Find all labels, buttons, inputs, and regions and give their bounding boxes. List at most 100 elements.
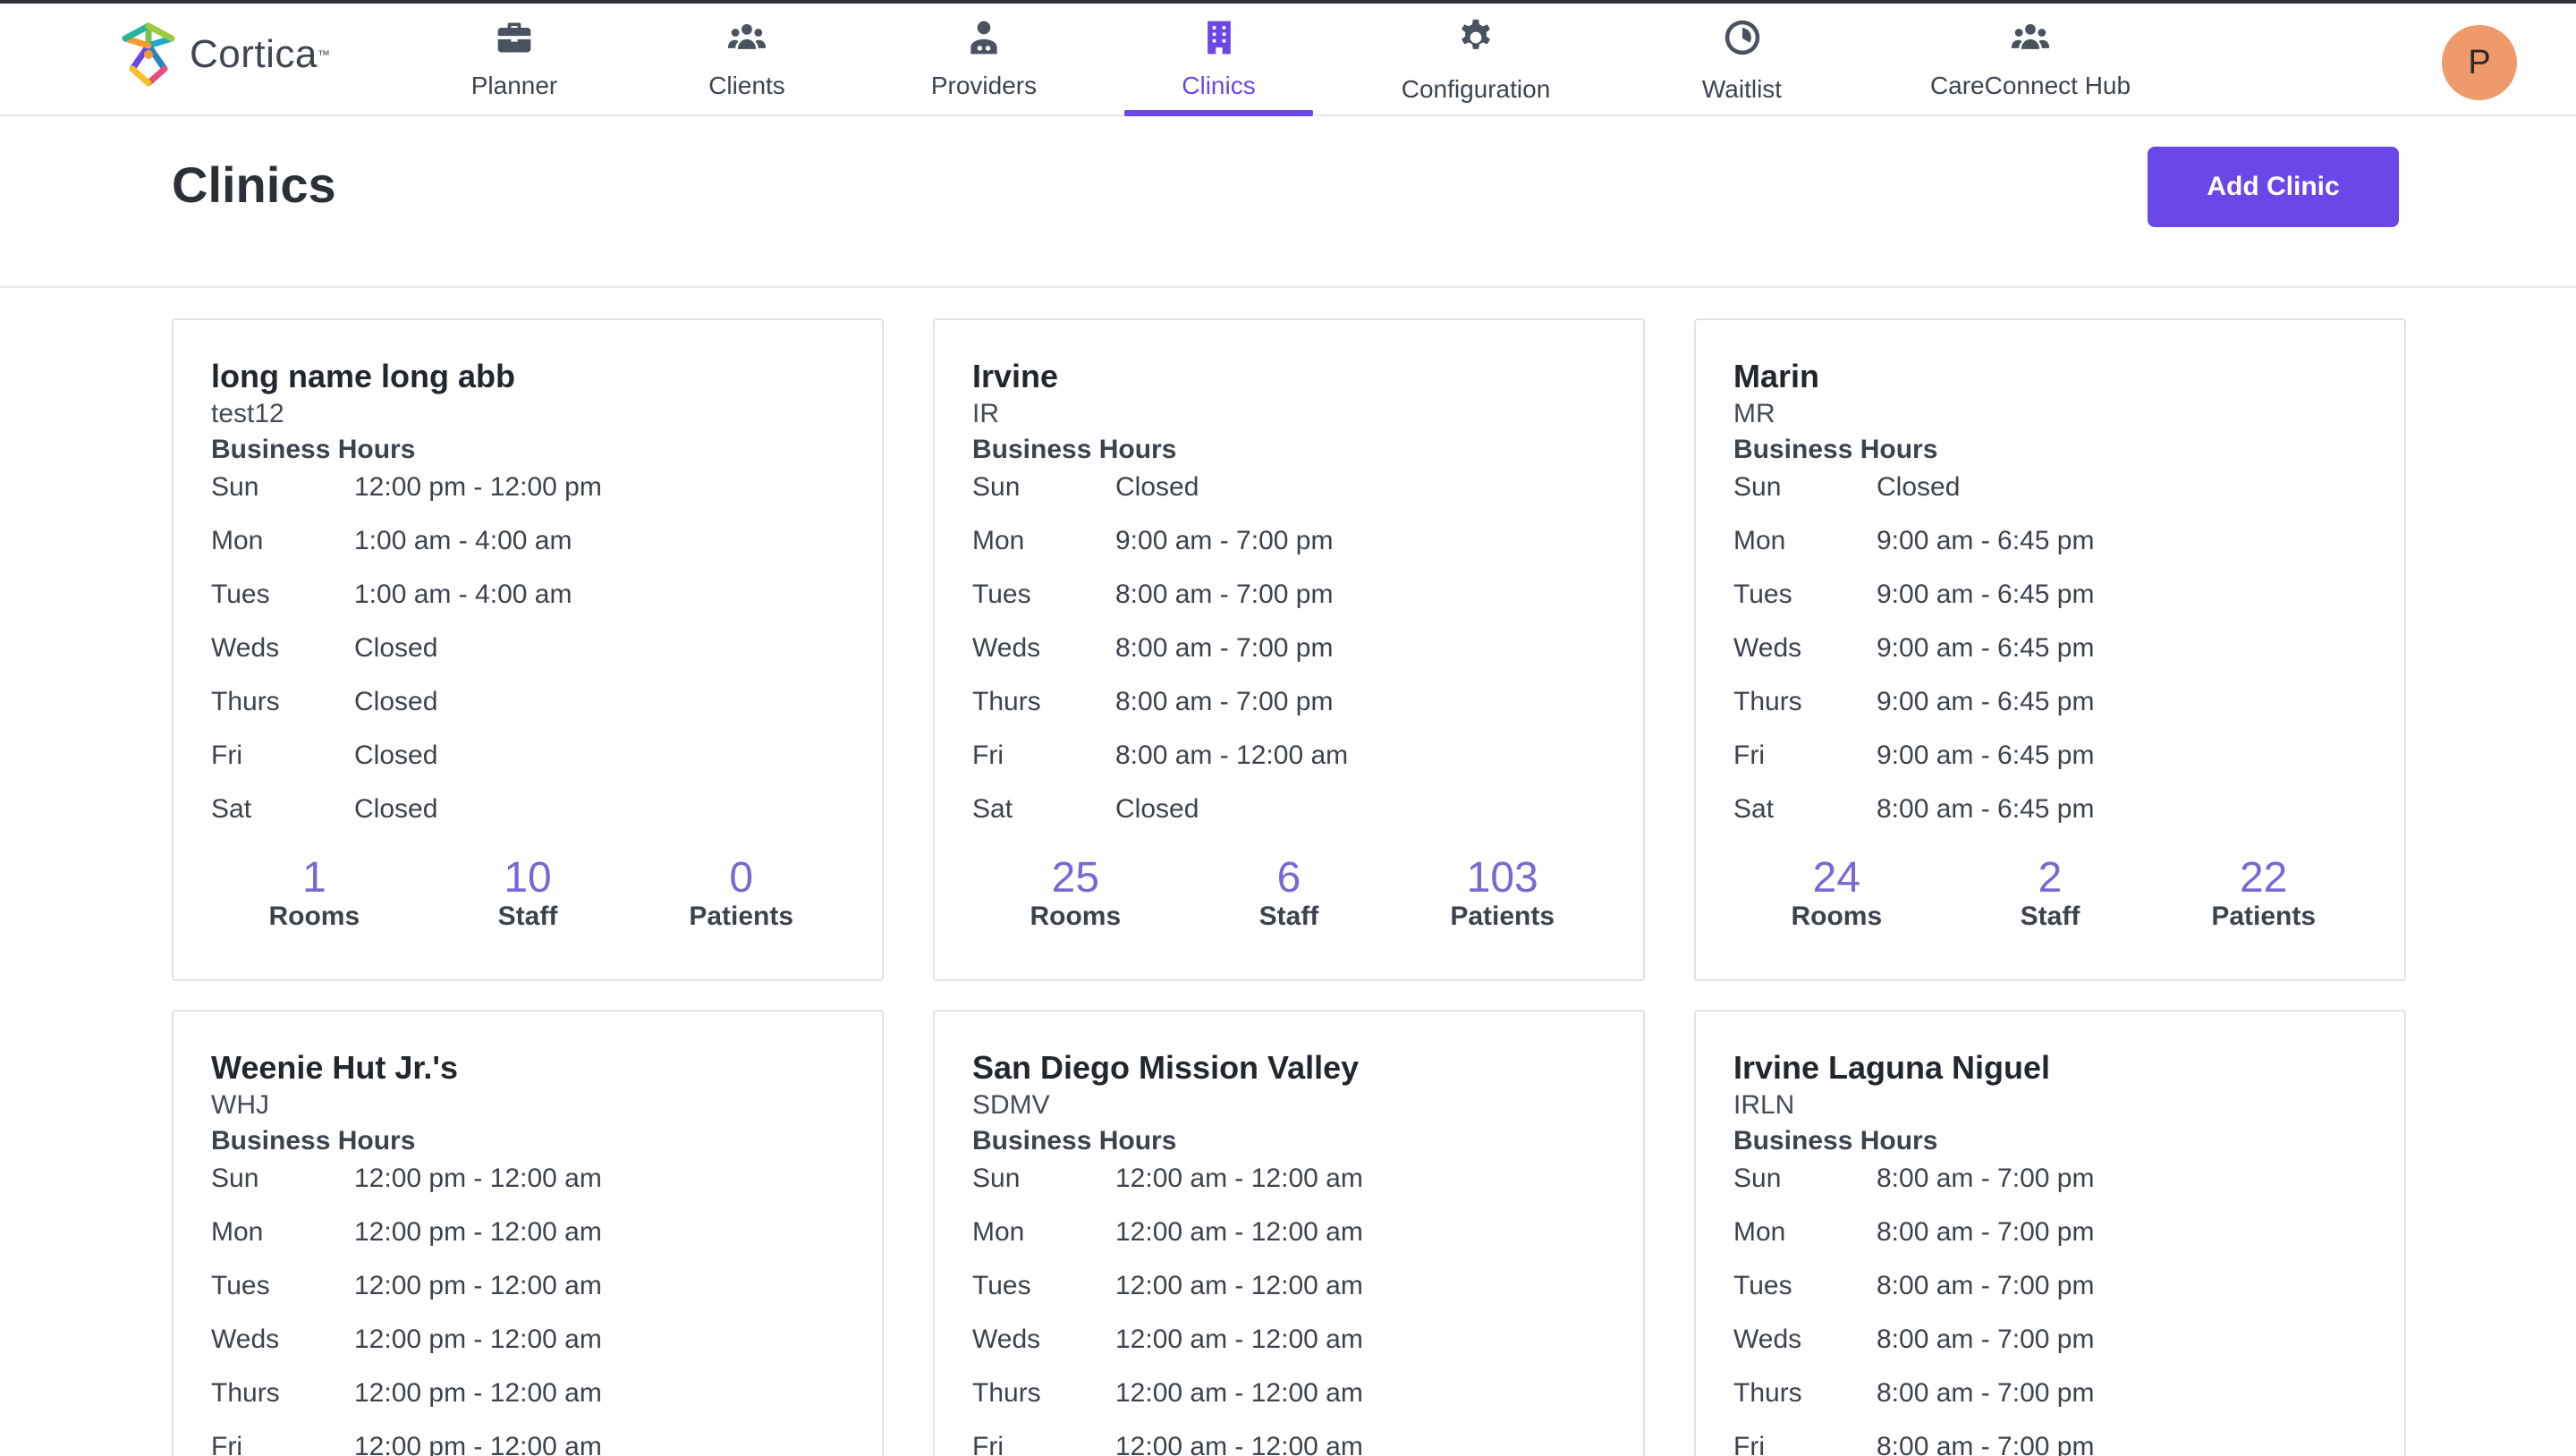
nav-configuration[interactable]: Configuration — [1386, 11, 1565, 116]
clinic-name: Marin — [1733, 358, 1820, 394]
page-header: Clinics Add Clinic — [0, 116, 2576, 288]
clinic-card[interactable]: San Diego Mission Valley SDMV Business Hou… — [933, 1010, 1645, 1456]
hours-time: 8:00 am - 7:00 pm — [1115, 633, 1334, 663]
stat-patients-label: Patients — [689, 902, 794, 931]
hours-row: Thurs Closed — [211, 687, 882, 741]
hours-day: Mon — [1733, 526, 1786, 555]
hours-day: Sat — [1733, 794, 1775, 824]
users-icon — [2009, 16, 2052, 59]
hours-time: 12:00 pm - 12:00 am — [354, 1164, 602, 1193]
hours-day: Fri — [972, 741, 1004, 770]
users-icon — [725, 16, 768, 59]
hours-day: Tues — [211, 1271, 270, 1300]
hours-row: Fri 8:00 am - 12:00 am — [972, 741, 1643, 794]
top-border — [0, 0, 2576, 4]
hours-time: 12:00 am - 12:00 am — [1115, 1164, 1363, 1193]
hours-row: Sat Closed — [972, 794, 1643, 848]
hours-time: Closed — [354, 687, 438, 716]
brand-name: Cortica — [190, 32, 318, 76]
hours-day: Fri — [972, 1432, 1004, 1456]
hours-row: Weds 9:00 am - 6:45 pm — [1733, 633, 2404, 687]
stat-patients-count: 22 — [2239, 854, 2288, 902]
hours-row: Mon 9:00 am - 6:45 pm — [1733, 526, 2404, 580]
hours-time: 8:00 am - 7:00 pm — [1877, 1325, 2095, 1354]
hours-time: 9:00 am - 6:45 pm — [1877, 687, 2095, 716]
stat-staff: 2 Staff — [1944, 855, 2157, 932]
stat-staff-label: Staff — [1258, 902, 1319, 931]
clinic-card[interactable]: Irvine IR Business Hours Sun Closed Mon 9:00 a… — [933, 318, 1645, 981]
hours-time: Closed — [354, 794, 438, 824]
hours-row: Mon 8:00 am - 7:00 pm — [1733, 1217, 2404, 1271]
hours-row: Weds 12:00 am - 12:00 am — [972, 1325, 1643, 1378]
nav-planner[interactable]: Planner — [456, 11, 572, 116]
stat-patients-count: 103 — [1466, 854, 1538, 902]
hours-day: Sun — [211, 472, 259, 502]
hours-time: 8:00 am - 7:00 pm — [1877, 1271, 2095, 1300]
clinic-card[interactable]: Marin MR Business Hours Sun Closed Mon 9:00 am… — [1694, 318, 2406, 981]
stat-rooms: 25 Rooms — [969, 855, 1182, 932]
clock-icon — [1721, 16, 1764, 59]
hours-time: Closed — [1115, 472, 1199, 502]
hours-day: Sun — [972, 472, 1021, 502]
nav-careconnect-hub[interactable]: CareConnect Hub — [1914, 11, 2147, 116]
hours-time: 9:00 am - 6:45 pm — [1877, 526, 2095, 555]
cortica-logo[interactable]: Cortica ™ — [113, 16, 330, 93]
add-clinic-button[interactable]: Add Clinic — [2148, 147, 2399, 227]
cortica-star-icon — [122, 22, 175, 87]
hours-day: Weds — [972, 1325, 1041, 1354]
hours-time: 12:00 pm - 12:00 am — [354, 1217, 602, 1247]
top-navigation: Cortica ™ Planner Clients Providers Clini… — [0, 4, 2576, 116]
hours-day: Thurs — [211, 687, 280, 716]
hours-row: Tues 8:00 am - 7:00 pm — [972, 580, 1643, 633]
hours-row: Sat 8:00 am - 6:45 pm — [1733, 794, 2404, 848]
stat-rooms-label: Rooms — [268, 902, 360, 931]
hours-row: Tues 1:00 am - 4:00 am — [211, 580, 882, 633]
user-avatar[interactable]: P — [2442, 25, 2517, 100]
nav-waitlist[interactable]: Waitlist — [1682, 11, 1802, 116]
hours-day: Mon — [211, 526, 264, 555]
clinic-card[interactable]: Irvine Laguna Niguel IRLN Business Hours Su… — [1694, 1010, 2406, 1456]
hours-row: Fri 12:00 pm - 12:00 am — [211, 1432, 882, 1456]
hours-time: 8:00 am - 12:00 am — [1115, 741, 1349, 770]
hours-time: 8:00 am - 7:00 pm — [1877, 1432, 2095, 1456]
hours-day: Sat — [972, 794, 1013, 824]
clinic-abbreviation: test12 — [211, 399, 284, 428]
stat-patients-label: Patients — [1450, 902, 1555, 931]
hours-time: Closed — [1115, 794, 1199, 824]
nav-configuration-label: Configuration — [1401, 75, 1551, 103]
stat-rooms-count: 25 — [1051, 854, 1100, 902]
hours-row: Sun Closed — [972, 472, 1643, 526]
hours-day: Weds — [972, 633, 1041, 663]
hours-time: 8:00 am - 7:00 pm — [1115, 580, 1334, 609]
stat-staff-label: Staff — [2020, 902, 2080, 931]
hours-day: Weds — [1733, 1325, 1802, 1354]
hours-time: 9:00 am - 6:45 pm — [1877, 741, 2095, 770]
hours-day: Thurs — [1733, 1378, 1802, 1408]
hours-row: Sun 12:00 am - 12:00 am — [972, 1164, 1643, 1217]
hours-time: 1:00 am - 4:00 am — [354, 526, 572, 555]
hours-row: Fri Closed — [211, 741, 882, 794]
clinic-abbreviation: IR — [972, 399, 999, 428]
hours-day: Fri — [1733, 741, 1765, 770]
clinic-card[interactable]: long name long abb test12 Business Hours Su… — [172, 318, 884, 981]
clinic-abbreviation: MR — [1733, 399, 1775, 428]
nav-clients[interactable]: Clients — [689, 11, 805, 116]
stat-staff-count: 10 — [504, 854, 552, 902]
hours-day: Fri — [1733, 1432, 1765, 1456]
hours-day: Tues — [1733, 1271, 1792, 1300]
active-tab-indicator — [1124, 110, 1313, 116]
nav-providers[interactable]: Providers — [921, 11, 1046, 116]
hours-day: Sun — [1733, 472, 1782, 502]
hours-row: Fri 9:00 am - 6:45 pm — [1733, 741, 2404, 794]
nav-clinics[interactable]: Clinics — [1124, 11, 1313, 116]
clinic-name: long name long abb — [211, 358, 515, 394]
briefcase-icon — [493, 16, 536, 59]
hours-time: 9:00 am - 6:45 pm — [1877, 633, 2095, 663]
business-hours-label: Business Hours — [1733, 435, 1938, 464]
hours-row: Weds 12:00 pm - 12:00 am — [211, 1325, 882, 1378]
stat-staff: 10 Staff — [421, 855, 635, 932]
hours-day: Fri — [211, 741, 242, 770]
clinic-card[interactable]: Weenie Hut Jr.'s WHJ Business Hours Sun 12:0… — [172, 1010, 884, 1456]
business-hours-label: Business Hours — [211, 435, 416, 464]
hours-time: 8:00 am - 6:45 pm — [1877, 794, 2095, 824]
